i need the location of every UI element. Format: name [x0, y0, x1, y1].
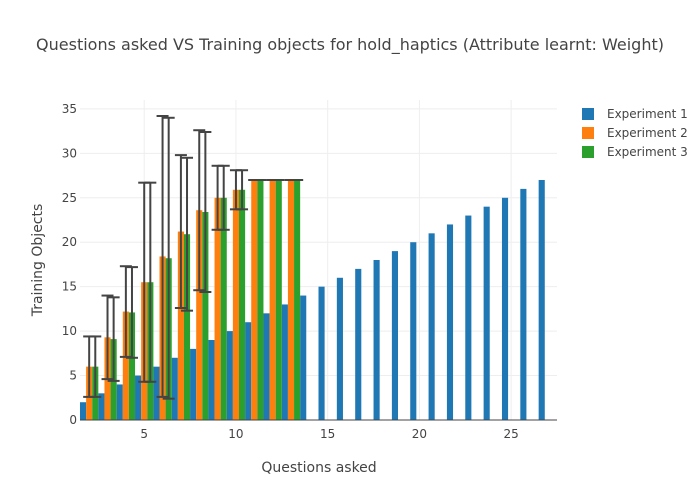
- bar: [501, 197, 509, 420]
- bar: [287, 180, 295, 420]
- bar: [214, 197, 221, 420]
- y-tick-label: 15: [62, 280, 77, 294]
- x-tick-label: 15: [320, 427, 335, 441]
- x-tick-label: 5: [140, 427, 148, 441]
- error-bar: [107, 296, 120, 382]
- bar: [245, 322, 252, 420]
- bar: [239, 189, 246, 420]
- bar: [128, 312, 136, 420]
- bar: [428, 233, 435, 420]
- y-tick-label: 10: [62, 324, 77, 338]
- error-bar: [174, 154, 187, 309]
- y-tick-label: 0: [69, 413, 77, 427]
- bar: [153, 366, 160, 420]
- error-bar: [199, 131, 212, 293]
- x-tick-label: 10: [228, 427, 243, 441]
- x-axis-title: Questions asked: [261, 460, 376, 476]
- bar: [183, 234, 191, 420]
- bar: [190, 348, 197, 420]
- bar: [281, 304, 288, 420]
- error-bar: [181, 156, 194, 312]
- x-tick-label: 25: [503, 427, 518, 441]
- bar: [116, 384, 123, 420]
- bar: [202, 212, 209, 420]
- legend-swatch: [582, 146, 594, 158]
- error-bars: [83, 115, 304, 400]
- bar: [318, 286, 325, 420]
- bar: [208, 340, 215, 420]
- bar: [300, 295, 307, 420]
- bar: [410, 242, 417, 420]
- bar: [275, 180, 282, 420]
- legend-label: Experiment 2: [607, 126, 688, 140]
- legend-item: Experiment 1: [582, 107, 688, 121]
- bar: [257, 180, 264, 420]
- error-bar: [193, 129, 206, 292]
- bar: [483, 206, 490, 420]
- bar: [446, 224, 454, 420]
- bar: [269, 180, 276, 420]
- bar: [196, 210, 203, 420]
- bar: [520, 188, 527, 420]
- y-tick-label: 20: [62, 235, 77, 249]
- y-tick-label: 25: [62, 191, 77, 205]
- legend-swatch: [582, 108, 594, 120]
- bar: [294, 180, 301, 420]
- error-bar: [144, 181, 157, 383]
- legend-item: Experiment 2: [582, 126, 688, 140]
- legend-label: Experiment 3: [607, 145, 688, 159]
- bar: [263, 313, 270, 420]
- bar: [251, 180, 258, 420]
- bar: [336, 277, 343, 420]
- error-bar: [125, 266, 138, 359]
- error-bar: [101, 294, 114, 381]
- error-bar: [236, 169, 249, 211]
- bar: [465, 215, 472, 420]
- legend-item: Experiment 3: [582, 145, 688, 159]
- legend-swatch: [582, 127, 594, 139]
- y-tick-labels: 0 5 10 15 20 25 30 35: [62, 102, 77, 427]
- bar: [538, 180, 545, 420]
- y-tick-label: 5: [69, 369, 77, 383]
- bar: [98, 393, 105, 420]
- bar: [80, 402, 87, 420]
- x-tick-label: 20: [412, 427, 427, 441]
- y-tick-label: 35: [62, 102, 77, 116]
- y-axis-title: Training Objects: [30, 204, 46, 318]
- legend-label: Experiment 1: [607, 107, 688, 121]
- bar: [226, 331, 233, 420]
- error-bar: [217, 164, 230, 231]
- bar: [355, 268, 362, 420]
- y-tick-label: 30: [62, 146, 77, 160]
- bar: [391, 251, 398, 420]
- bar: [373, 260, 380, 420]
- bar: [135, 375, 142, 420]
- bar: [171, 357, 178, 420]
- bar: [220, 197, 227, 420]
- legend: Experiment 1 Experiment 2 Experiment 3: [582, 107, 688, 159]
- x-tick-labels: 5 10 15 20 25: [140, 427, 518, 441]
- error-bar: [156, 115, 169, 398]
- error-bar: [162, 116, 175, 400]
- bar: [177, 231, 184, 420]
- bar: [122, 311, 129, 420]
- bar: [232, 189, 239, 420]
- error-bar: [89, 335, 102, 398]
- chart-title: Questions asked VS Training objects for …: [36, 35, 664, 55]
